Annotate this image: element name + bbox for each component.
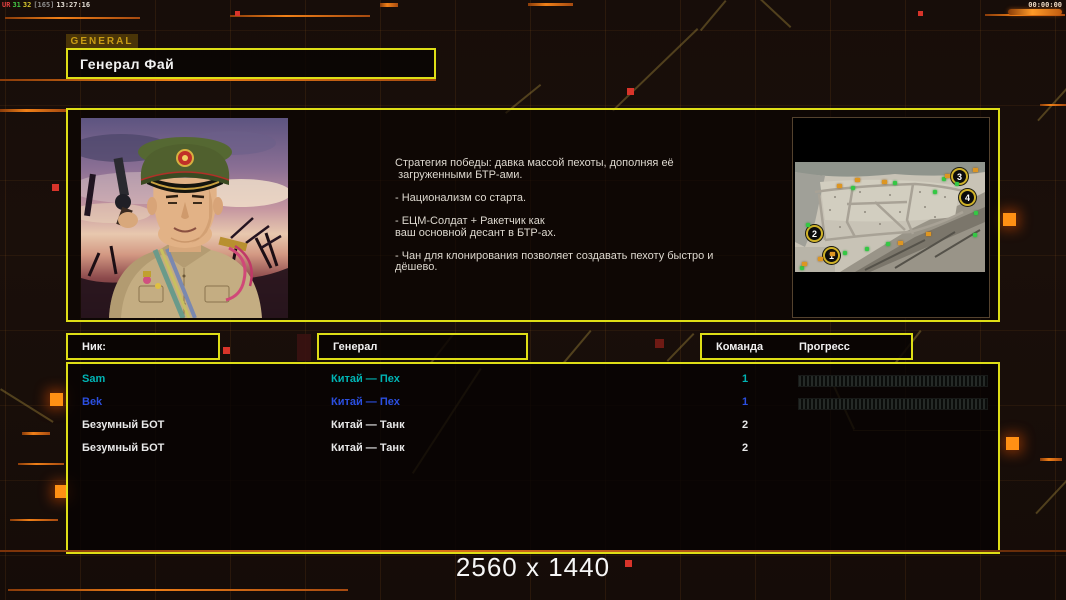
minimap-map: 1234 bbox=[795, 162, 985, 272]
decor-line-orange bbox=[985, 14, 1065, 16]
supply-dot bbox=[806, 223, 810, 227]
progress-bar bbox=[798, 375, 988, 387]
supply-dot bbox=[973, 233, 977, 237]
player-team: 2 bbox=[741, 442, 749, 454]
player-row: Безумный БОТ Китай — Танк 2 bbox=[68, 414, 998, 437]
header-progress-label: Прогресс bbox=[799, 340, 850, 353]
player-nick: Безумный БОТ bbox=[82, 442, 165, 454]
player-nick: Bek bbox=[82, 396, 103, 408]
stats-clock: 13:27:16 bbox=[56, 1, 91, 9]
resolution-label: 2560 x 1440 bbox=[455, 552, 611, 582]
player-general: Китай — Танк bbox=[331, 419, 405, 431]
player-general: Китай — Танк bbox=[331, 442, 405, 454]
footer-divider-line bbox=[0, 550, 1066, 552]
building-marker bbox=[973, 168, 978, 172]
progress-bar bbox=[798, 398, 988, 410]
player-row: Sam Китай — Пех 1 bbox=[68, 368, 998, 391]
decor-square-orange bbox=[1003, 213, 1016, 226]
player-nick: Безумный БОТ bbox=[82, 419, 165, 431]
decor-block-darkred bbox=[297, 334, 311, 361]
strategy-text: Стратегия победы: давка массой пехоты, д… bbox=[395, 157, 714, 274]
header-nick-label: Ник: bbox=[82, 340, 106, 353]
supply-dot bbox=[942, 177, 946, 181]
player-row: Безумный БОТ Китай — Танк 2 bbox=[68, 437, 998, 460]
general-portrait-art bbox=[81, 118, 288, 318]
loading-progress-bar bbox=[1008, 9, 1062, 15]
general-info-panel: Стратегия победы: давка массой пехоты, д… bbox=[66, 108, 1000, 322]
supply-dot bbox=[974, 211, 978, 215]
stats-tag: UR bbox=[2, 1, 11, 9]
decor-line-orange bbox=[0, 79, 436, 81]
spawn-point-4: 4 bbox=[959, 189, 976, 206]
supply-dot bbox=[933, 190, 937, 194]
minimap-terrain-art bbox=[795, 162, 985, 272]
general-tab-label: GENERAL bbox=[66, 34, 138, 48]
building-marker bbox=[830, 252, 835, 256]
decor-square-orange bbox=[1006, 437, 1019, 450]
building-marker bbox=[855, 178, 860, 182]
decor-square-darkred bbox=[655, 339, 664, 348]
decor-line-orange bbox=[5, 17, 140, 19]
supply-dot bbox=[893, 181, 897, 185]
decor-line-orange bbox=[1040, 458, 1062, 461]
decor-square-red bbox=[52, 184, 59, 191]
decor-square-red bbox=[223, 347, 230, 354]
decor-square-red bbox=[918, 11, 923, 16]
decor-square-orange bbox=[55, 485, 68, 498]
supply-dot bbox=[886, 242, 890, 246]
stats-value-1: 31 bbox=[12, 1, 21, 9]
decor-line-orange bbox=[230, 15, 370, 17]
player-team: 1 bbox=[741, 396, 749, 408]
header-general-label: Генерал bbox=[333, 340, 378, 353]
decor-line-orange bbox=[1040, 104, 1066, 106]
decor-line-orange bbox=[22, 432, 50, 435]
header-box-team-progress: Команда Прогресс bbox=[700, 333, 913, 360]
building-marker bbox=[898, 241, 903, 245]
supply-dot bbox=[955, 182, 959, 186]
stats-overlay: UR 31 32 [165] 13:27:16 bbox=[2, 1, 92, 9]
decor-square-red bbox=[235, 11, 240, 16]
minimap-panel: 1234 bbox=[792, 117, 990, 318]
decor-square-red bbox=[625, 560, 632, 567]
player-general: Китай — Пех bbox=[331, 373, 400, 385]
header-team-label: Команда bbox=[716, 340, 764, 353]
header-box-nick: Ник: bbox=[66, 333, 220, 360]
spawn-point-2: 2 bbox=[806, 225, 823, 242]
decor-square-orange bbox=[50, 393, 63, 406]
supply-dot bbox=[851, 186, 855, 190]
players-panel: Sam Китай — Пех 1 Bek Китай — Пех 1 Безу… bbox=[66, 362, 1000, 554]
player-general: Китай — Пех bbox=[331, 396, 400, 408]
decor-line-orange bbox=[0, 109, 66, 112]
general-title-box: Генерал Фай bbox=[66, 48, 436, 79]
general-title: Генерал Фай bbox=[80, 55, 175, 72]
building-marker bbox=[945, 174, 950, 178]
building-marker bbox=[882, 180, 887, 184]
supply-dot bbox=[843, 251, 847, 255]
building-marker bbox=[818, 257, 823, 261]
stats-value-2: 32 bbox=[22, 1, 32, 9]
decor-line-orange bbox=[8, 589, 348, 591]
decor-square-red bbox=[627, 88, 634, 95]
decor-line-orange bbox=[10, 519, 58, 521]
match-timer: 00:00:00 bbox=[1028, 1, 1062, 9]
player-team: 2 bbox=[741, 419, 749, 431]
building-marker bbox=[837, 184, 842, 188]
player-row: Bek Китай — Пех 1 bbox=[68, 391, 998, 414]
building-marker bbox=[926, 232, 931, 236]
decor-line-orange bbox=[380, 3, 398, 7]
decor-line-orange bbox=[18, 463, 64, 465]
header-box-general: Генерал bbox=[317, 333, 528, 360]
supply-dot bbox=[865, 247, 869, 251]
player-nick: Sam bbox=[82, 373, 106, 385]
building-marker bbox=[802, 262, 807, 266]
stats-bracket: [165] bbox=[33, 1, 55, 9]
general-portrait bbox=[81, 118, 288, 318]
supply-dot bbox=[800, 266, 804, 270]
player-team: 1 bbox=[741, 373, 749, 385]
spawn-point-3: 3 bbox=[951, 168, 968, 185]
decor-line-orange bbox=[528, 3, 573, 6]
